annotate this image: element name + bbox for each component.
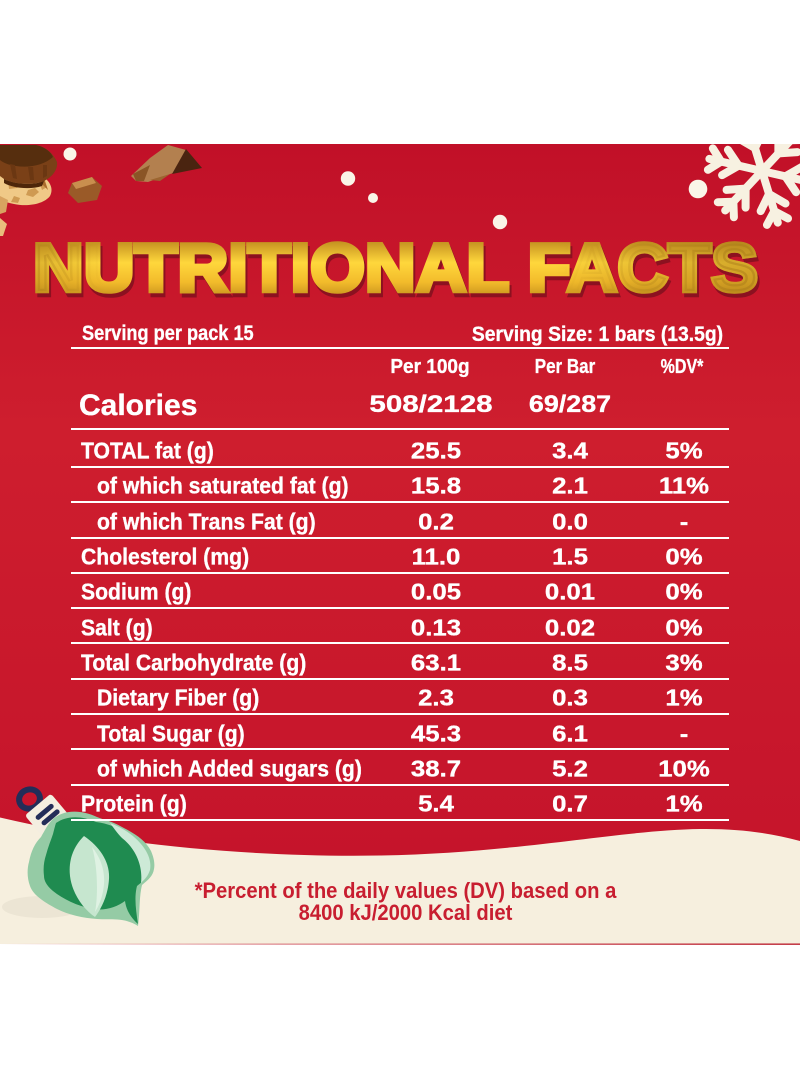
svg-text:NUTRITIONAL FACTS: NUTRITIONAL FACTS xyxy=(33,230,758,306)
svg-text:NUTRITIONAL FACTS: NUTRITIONAL FACTS xyxy=(33,230,758,306)
svg-text:NUTRITIONAL FACTS: NUTRITIONAL FACTS xyxy=(35,234,760,310)
